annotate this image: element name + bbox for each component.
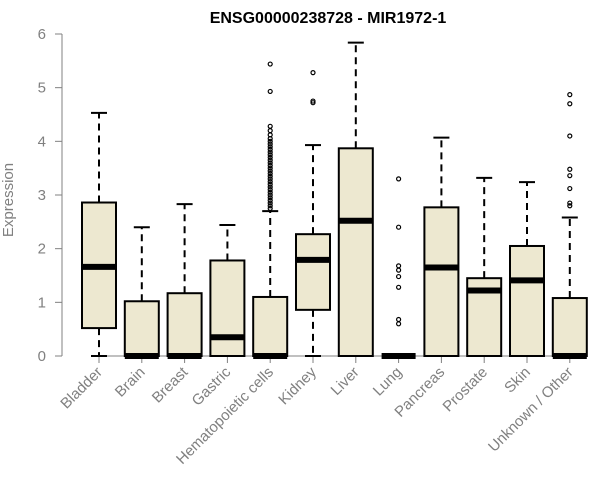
outlier-point <box>267 123 273 129</box>
outlier-point <box>567 173 573 179</box>
x-tick-label: Bladder <box>57 364 106 413</box>
outlier-point <box>267 144 273 150</box>
outlier-point <box>396 263 402 269</box>
outlier-point <box>396 176 402 182</box>
outlier-point <box>267 146 273 152</box>
outlier-point <box>267 149 273 155</box>
outlier-point <box>567 101 573 107</box>
outlier-point <box>267 157 273 163</box>
iqr-box <box>337 147 374 357</box>
box-liver <box>337 41 374 357</box>
box-gastric <box>209 224 246 357</box>
box-hematopoietic-cells <box>252 61 289 359</box>
outlier-point <box>567 133 573 139</box>
outlier-point <box>267 165 273 171</box>
outlier-point <box>267 181 273 187</box>
x-tick-label: Liver <box>328 364 363 399</box>
outlier-point <box>267 187 273 193</box>
box-lung <box>381 176 416 359</box>
outlier-point <box>396 267 402 273</box>
outlier-point <box>267 192 273 198</box>
outlier-point <box>267 154 273 161</box>
outlier-point <box>567 166 573 172</box>
outlier-point <box>267 195 273 201</box>
outlier-point <box>267 61 273 67</box>
outlier-point <box>267 170 273 177</box>
outlier-point <box>396 224 402 230</box>
y-tick-label: 3 <box>38 187 46 204</box>
outlier-point <box>567 200 573 206</box>
outlier-point <box>567 92 573 98</box>
outlier-point <box>267 189 273 195</box>
box-prostate <box>466 176 503 357</box>
outlier-point <box>267 128 273 134</box>
y-axis-label: Expression <box>0 163 17 237</box>
outlier-point <box>267 88 273 95</box>
y-tick-label: 0 <box>38 348 46 365</box>
boxes-group <box>81 41 588 359</box>
outlier-point <box>310 70 316 76</box>
x-tick-label: Prostate <box>439 364 491 416</box>
iqr-box <box>252 295 289 358</box>
outlier-point <box>267 173 273 179</box>
outlier-point <box>267 178 273 185</box>
iqr-box <box>423 206 460 357</box>
outlier-point <box>267 200 273 206</box>
x-tick-label: Brain <box>112 364 149 401</box>
iqr-box <box>551 297 588 358</box>
outlier-point <box>396 284 402 290</box>
x-tick-label: Skin <box>501 364 534 397</box>
outlier-point <box>267 203 273 209</box>
outlier-point <box>267 160 273 166</box>
outlier-point <box>396 316 402 323</box>
outlier-point <box>267 197 273 203</box>
y-axis: 0 1 2 3 4 5 6 <box>38 26 63 365</box>
outlier-point <box>267 205 273 212</box>
outlier-point <box>396 321 402 327</box>
outlier-point <box>267 141 273 147</box>
x-tick-label: Kidney <box>275 363 320 408</box>
box-kidney <box>295 70 331 357</box>
outlier-point <box>267 168 273 174</box>
x-tick-label: Breast <box>149 363 192 406</box>
outlier-point <box>267 176 273 182</box>
outlier-point <box>267 138 273 144</box>
outlier-point <box>267 152 273 158</box>
x-tick-label: Lung <box>370 364 406 400</box>
box-unknown-other <box>551 92 588 359</box>
box-brain <box>123 226 160 359</box>
box-skin <box>509 181 545 358</box>
y-tick-label: 1 <box>38 294 46 311</box>
iqr-box <box>209 259 246 357</box>
y-tick-label: 4 <box>38 133 46 150</box>
outlier-point <box>267 184 273 190</box>
box-bladder <box>81 111 117 357</box>
box-breast <box>166 203 203 359</box>
outlier-point <box>267 162 273 169</box>
outlier-point <box>567 203 573 209</box>
chart-title: ENSG00000238728 - MIR1972-1 <box>210 10 447 27</box>
iqr-box <box>166 292 203 357</box>
y-tick-label: 6 <box>38 26 46 43</box>
iqr-box <box>509 244 545 358</box>
outlier-point <box>396 273 402 280</box>
outlier-point <box>567 185 573 192</box>
outlier-point <box>310 98 316 104</box>
y-tick-label: 5 <box>38 80 46 97</box>
box-pancreas <box>423 136 460 357</box>
y-tick-label: 2 <box>38 241 46 258</box>
iqr-box <box>295 233 331 311</box>
iqr-box <box>123 300 160 358</box>
